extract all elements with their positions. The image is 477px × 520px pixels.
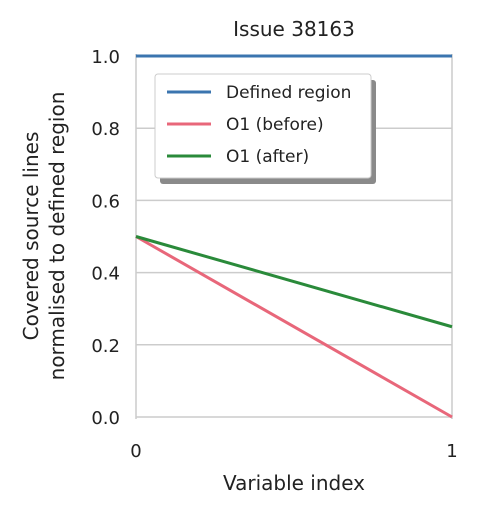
y-tick-label: 0.0: [91, 408, 120, 429]
x-tick-label: 1: [446, 441, 457, 462]
y-tick-label: 1.0: [91, 47, 120, 68]
series-line-3: [135, 235, 453, 329]
series-lines: [135, 54, 453, 419]
legend-box: [154, 73, 372, 179]
legend-label-2: O1 (before): [226, 115, 324, 135]
y-axis-label-line-2: normalised to defined region: [45, 92, 69, 381]
tick-labels: 0.0 0.2 0.4 0.6 0.8 1.0 0 1: [91, 47, 457, 462]
chart-title: Issue 38163: [233, 17, 355, 41]
y-tick-label: 0.4: [91, 264, 120, 285]
series-line-2: [135, 235, 453, 419]
legend-items: Defined region O1 (before) O1 (after): [167, 83, 351, 167]
x-axis-label: Variable index: [223, 471, 365, 495]
x-tick-label: 0: [130, 441, 141, 462]
legend-label-3: O1 (after): [226, 147, 309, 167]
y-axis-label-line-1: Covered source lines: [19, 132, 43, 341]
y-tick-label: 0.8: [91, 119, 120, 140]
y-tick-label: 0.2: [91, 336, 120, 357]
legend: Defined region O1 (before) O1 (after): [154, 73, 376, 184]
y-tick-label: 0.6: [91, 191, 120, 212]
legend-label-1: Defined region: [226, 83, 351, 103]
